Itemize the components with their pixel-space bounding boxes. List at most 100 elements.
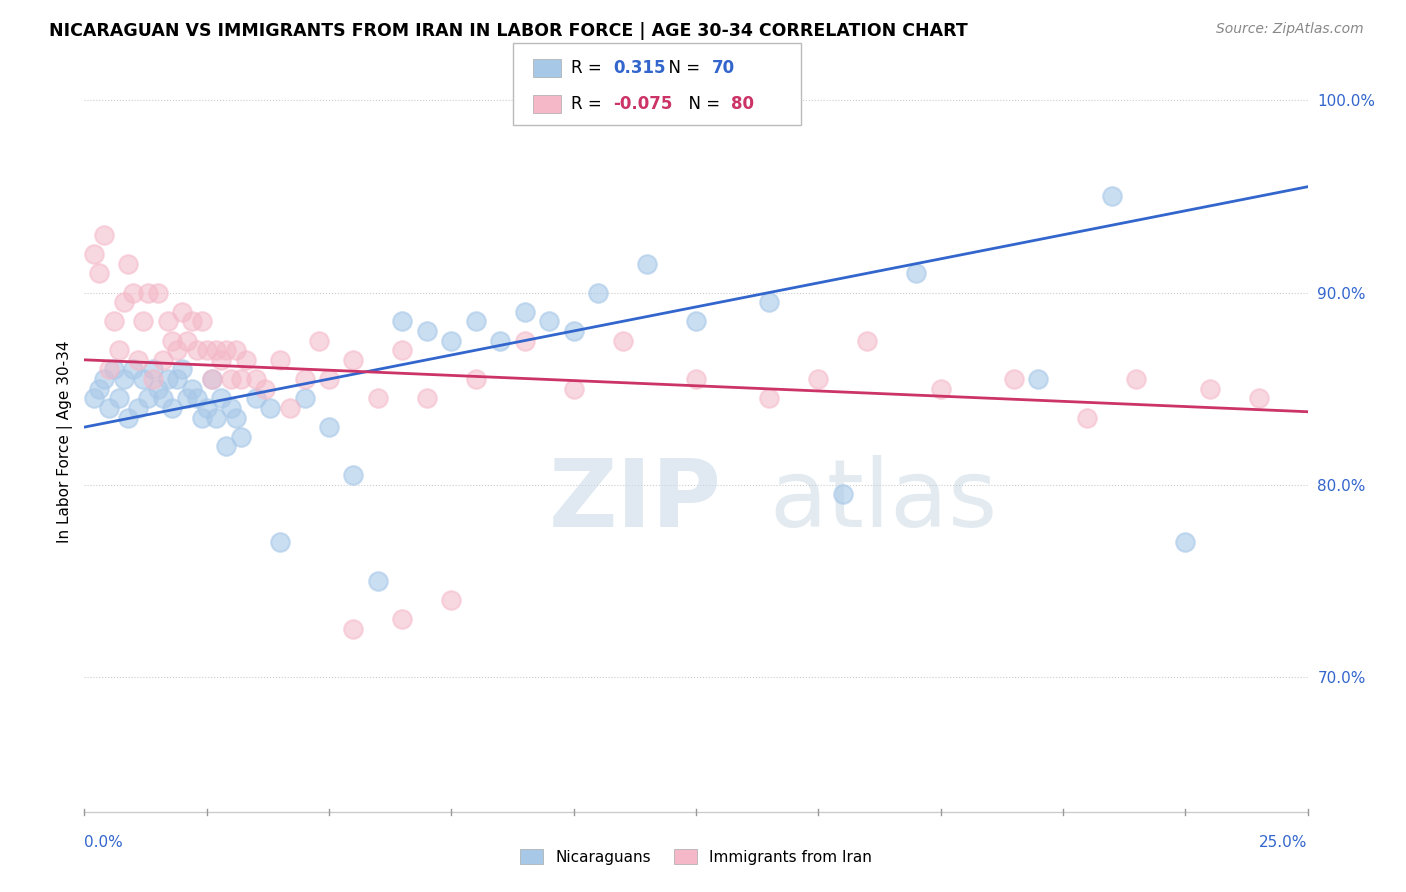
Point	[162, 334, 184, 348]
Point	[758, 391, 780, 405]
Point	[229, 430, 252, 444]
Point	[181, 314, 204, 328]
Point	[758, 295, 780, 310]
Point	[83, 247, 105, 261]
Point	[122, 285, 145, 300]
Point	[636, 257, 658, 271]
Point	[132, 314, 155, 328]
Point	[215, 343, 238, 358]
Point	[225, 343, 247, 358]
Point	[176, 391, 198, 405]
Point	[142, 362, 165, 376]
Text: R =: R =	[571, 95, 607, 113]
Point	[219, 401, 242, 415]
Point	[191, 410, 214, 425]
Point	[146, 382, 169, 396]
Point	[181, 382, 204, 396]
Point	[612, 334, 634, 348]
Point	[132, 372, 155, 386]
Point	[176, 334, 198, 348]
Text: NICARAGUAN VS IMMIGRANTS FROM IRAN IN LABOR FORCE | AGE 30-34 CORRELATION CHART: NICARAGUAN VS IMMIGRANTS FROM IRAN IN LA…	[49, 22, 967, 40]
Point	[254, 382, 277, 396]
Point	[122, 362, 145, 376]
Point	[205, 343, 228, 358]
Point	[245, 372, 267, 386]
Point	[97, 401, 120, 415]
Point	[107, 391, 129, 405]
Text: 80: 80	[731, 95, 754, 113]
Point	[172, 362, 194, 376]
Point	[440, 593, 463, 607]
Point	[87, 266, 110, 280]
Point	[229, 372, 252, 386]
Point	[831, 487, 853, 501]
Text: atlas: atlas	[769, 455, 998, 547]
Text: 0.315: 0.315	[613, 59, 665, 77]
Point	[146, 285, 169, 300]
Point	[367, 391, 389, 405]
Text: Source: ZipAtlas.com: Source: ZipAtlas.com	[1216, 22, 1364, 37]
Point	[391, 343, 413, 358]
Text: 70: 70	[711, 59, 734, 77]
Point	[235, 352, 257, 367]
Point	[136, 391, 159, 405]
Point	[342, 622, 364, 636]
Text: 25.0%: 25.0%	[1260, 835, 1308, 850]
Point	[1125, 372, 1147, 386]
Point	[416, 391, 439, 405]
Point	[200, 372, 222, 386]
Point	[107, 343, 129, 358]
Point	[1101, 189, 1123, 203]
Point	[127, 352, 149, 367]
Point	[142, 372, 165, 386]
Point	[538, 314, 561, 328]
Point	[1002, 372, 1025, 386]
Point	[117, 410, 139, 425]
Point	[489, 334, 512, 348]
Point	[136, 285, 159, 300]
Point	[586, 285, 609, 300]
Point	[294, 391, 316, 405]
Point	[219, 372, 242, 386]
Point	[513, 334, 536, 348]
Point	[464, 372, 486, 386]
Point	[245, 391, 267, 405]
Point	[152, 352, 174, 367]
Point	[278, 401, 301, 415]
Text: 0.0%: 0.0%	[84, 835, 124, 850]
Point	[191, 314, 214, 328]
Point	[200, 372, 222, 386]
Point	[83, 391, 105, 405]
Y-axis label: In Labor Force | Age 30-34: In Labor Force | Age 30-34	[58, 340, 73, 543]
Point	[562, 324, 585, 338]
Point	[440, 334, 463, 348]
Point	[172, 304, 194, 318]
Point	[225, 410, 247, 425]
Point	[93, 227, 115, 242]
Point	[87, 382, 110, 396]
Point	[269, 535, 291, 549]
Point	[156, 314, 179, 328]
Point	[186, 343, 208, 358]
Point	[1028, 372, 1050, 386]
Text: N =: N =	[658, 59, 706, 77]
Point	[259, 401, 281, 415]
Point	[209, 391, 232, 405]
Point	[127, 401, 149, 415]
Point	[1174, 535, 1197, 549]
Point	[97, 362, 120, 376]
Point	[416, 324, 439, 338]
Point	[391, 612, 413, 626]
Point	[156, 372, 179, 386]
Point	[391, 314, 413, 328]
Point	[685, 372, 707, 386]
Point	[205, 410, 228, 425]
Point	[1076, 410, 1098, 425]
Point	[856, 334, 879, 348]
Point	[685, 314, 707, 328]
Point	[318, 372, 340, 386]
Point	[342, 468, 364, 483]
Point	[93, 372, 115, 386]
Point	[513, 304, 536, 318]
Point	[215, 439, 238, 453]
